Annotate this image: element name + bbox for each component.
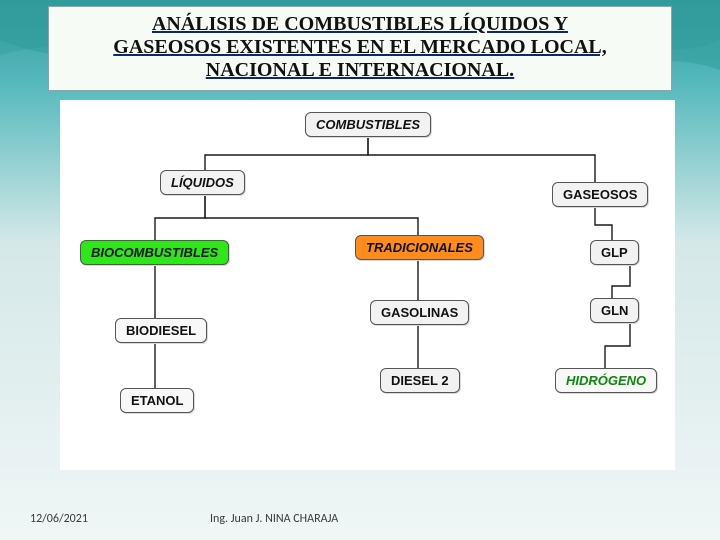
node-hidrogeno: HIDRÓGENO: [555, 368, 657, 393]
title-line-3: NACIONAL E INTERNACIONAL.: [206, 59, 514, 81]
footer-date: 12/06/2021: [30, 512, 88, 526]
title-line-2: GASEOSOS EXISTENTES EN EL MERCADO LOCAL,: [113, 36, 606, 58]
title-line-1: ANÁLISIS DE COMBUSTIBLES LÍQUIDOS Y: [152, 13, 568, 35]
node-liquidos: LÍQUIDOS: [160, 170, 245, 195]
node-biocombustibles: BIOCOMBUSTIBLES: [80, 240, 229, 265]
node-diesel2: DIESEL 2: [380, 368, 460, 393]
node-gln: GLN: [590, 298, 639, 323]
footer-author: Ing. Juan J. NINA CHARAJA: [210, 512, 338, 526]
diagram-area: COMBUSTIBLES LÍQUIDOS GASEOSOS BIOCOMBUSTIB…: [60, 100, 675, 470]
node-etanol: ETANOL: [120, 388, 194, 413]
node-combustibles: COMBUSTIBLES: [305, 112, 431, 137]
diagram-edges: [60, 100, 675, 470]
node-tradicionales: TRADICIONALES: [355, 235, 484, 260]
node-gasolinas: GASOLINAS: [370, 300, 469, 325]
node-glp: GLP: [590, 240, 639, 265]
node-biodiesel: BIODIESEL: [115, 318, 207, 343]
slide-title-box: ANÁLISIS DE COMBUSTIBLES LÍQUIDOS Y GASE…: [48, 6, 672, 91]
node-gaseosos: GASEOSOS: [552, 182, 648, 207]
